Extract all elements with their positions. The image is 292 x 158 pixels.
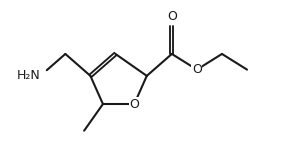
Text: H₂N: H₂N <box>17 69 40 82</box>
Text: O: O <box>192 63 202 76</box>
Text: O: O <box>167 10 177 23</box>
Text: O: O <box>129 97 139 111</box>
